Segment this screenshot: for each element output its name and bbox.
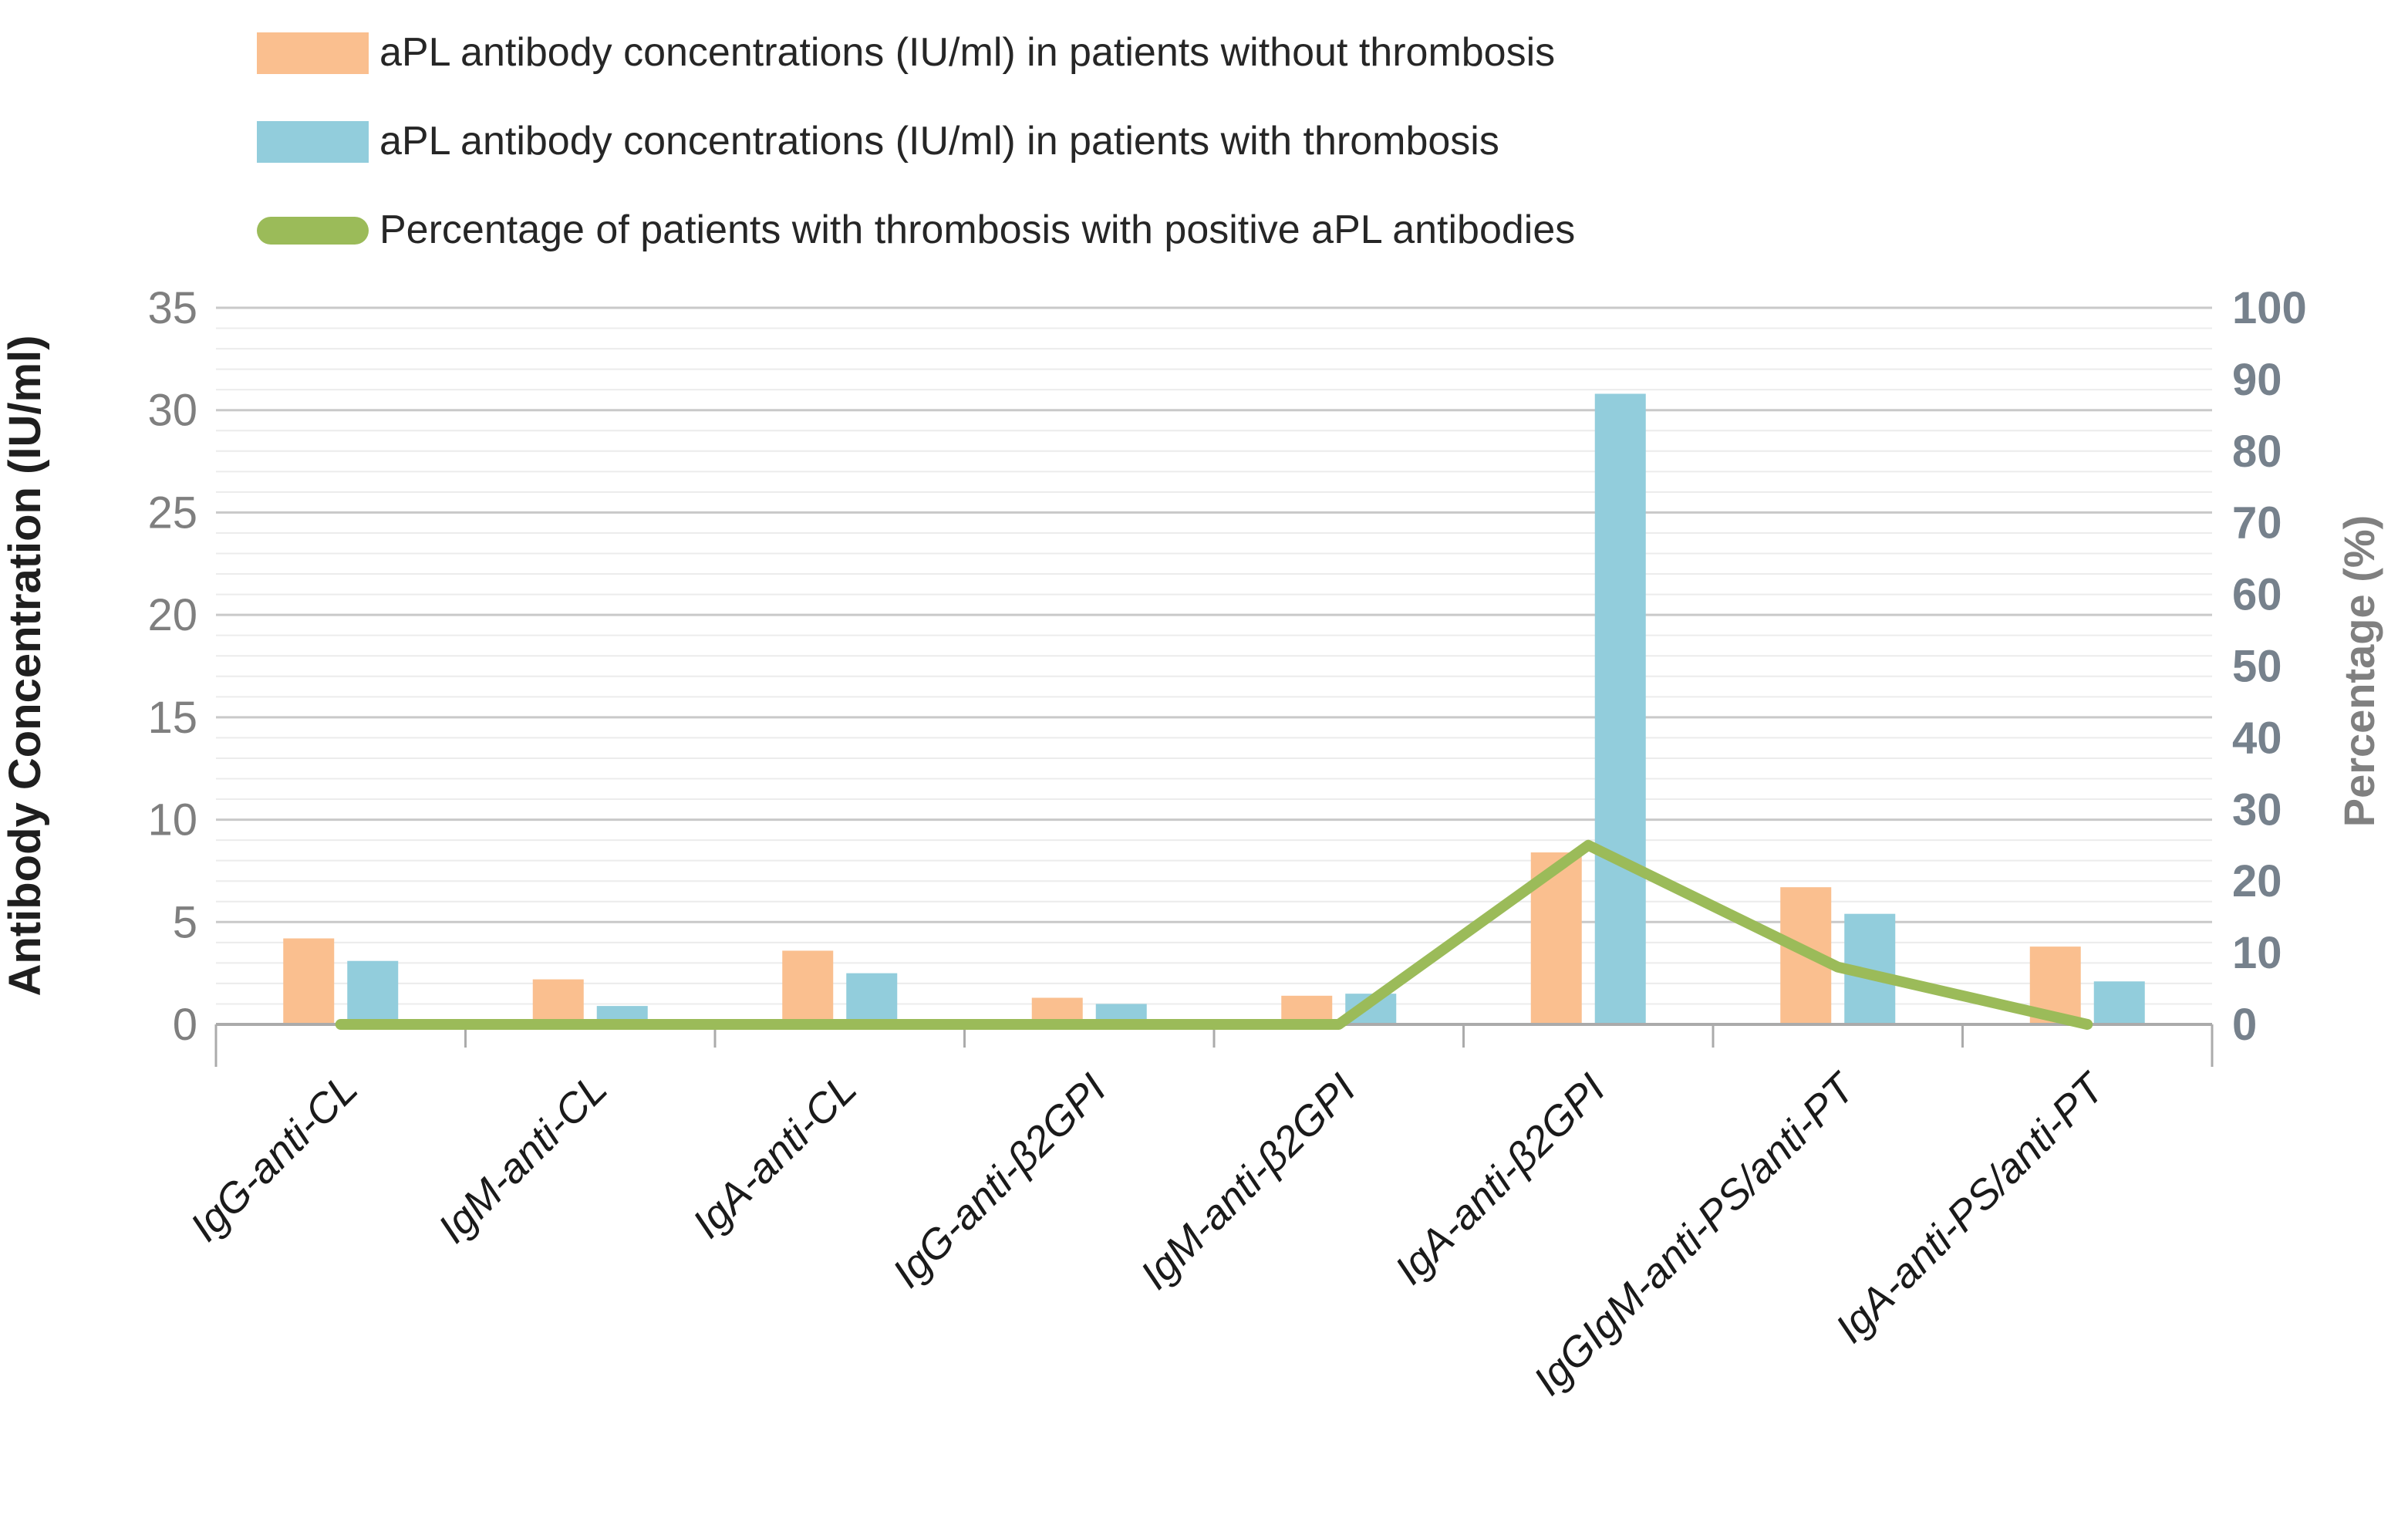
legend-label: Percentage of patients with thrombosis w… [379, 208, 1576, 253]
percentage-line-series [335, 839, 2093, 1030]
legend-label: aPL antibody concentrations (IU/ml) in p… [379, 30, 1556, 75]
svg-text:35: 35 [147, 283, 197, 333]
legend-item-with-thrombosis: aPL antibody concentrations (IU/ml) in p… [257, 119, 1575, 164]
bar-without-thrombosis [782, 950, 834, 1024]
svg-text:40: 40 [2232, 713, 2282, 763]
minor-gridlines [216, 327, 2212, 1005]
svg-text:10: 10 [147, 795, 197, 845]
bar-with-thrombosis [2093, 981, 2145, 1024]
svg-text:70: 70 [2232, 498, 2282, 548]
svg-text:100: 100 [2232, 283, 2307, 333]
category-label: IgM-anti-β2GPI [1131, 1065, 1364, 1298]
svg-text:50: 50 [2232, 642, 2282, 692]
bar-series [283, 393, 2145, 1025]
legend-item-percentage-line: Percentage of patients with thrombosis w… [257, 208, 1575, 252]
svg-text:20: 20 [147, 590, 197, 640]
major-gridlines [216, 306, 2212, 923]
svg-text:30: 30 [147, 386, 197, 436]
legend-swatch-green-line-icon [257, 216, 369, 245]
category-label: IgG-anti-β2GPI [884, 1065, 1115, 1297]
axis-frame [214, 1023, 2214, 1067]
svg-text:0: 0 [173, 1000, 197, 1050]
left-axis-tick-labels: 0 5 10 15 20 25 30 35 [147, 283, 197, 1050]
category-label: IgM-anti-CL [430, 1065, 616, 1252]
category-axis-labels: IgG-anti-CL IgM-anti-CL IgA-anti-CL IgG-ant… [181, 1063, 2115, 1404]
bar-with-thrombosis [347, 960, 399, 1024]
category-label: IgA-anti-CL [684, 1065, 866, 1247]
right-axis-tick-labels: 0 10 20 30 40 50 60 70 80 90 100 [2232, 283, 2307, 1050]
svg-text:90: 90 [2232, 355, 2282, 405]
svg-text:20: 20 [2232, 856, 2282, 906]
category-label: IgG-anti-CL [181, 1065, 366, 1250]
legend-swatch-blue-bar-icon [257, 120, 369, 163]
svg-text:80: 80 [2232, 427, 2282, 477]
bar-with-thrombosis [1594, 393, 1646, 1025]
legend-item-without-thrombosis: aPL antibody concentrations (IU/ml) in p… [257, 30, 1575, 75]
legend-label: aPL antibody concentrations (IU/ml) in p… [379, 119, 1499, 164]
svg-text:0: 0 [2232, 1000, 2257, 1050]
svg-text:5: 5 [173, 897, 197, 947]
category-label: IgA-anti-β2GPI [1386, 1065, 1614, 1294]
bar-with-thrombosis [846, 973, 898, 1024]
bar-without-thrombosis [283, 938, 335, 1024]
category-label: IgA-anti-PS/anti-PT [1826, 1063, 2115, 1351]
svg-text:25: 25 [147, 488, 197, 538]
legend-swatch-orange-bar-icon [257, 32, 369, 74]
svg-text:15: 15 [147, 693, 197, 743]
svg-text:60: 60 [2232, 570, 2282, 620]
svg-text:30: 30 [2232, 784, 2282, 835]
svg-text:10: 10 [2232, 928, 2282, 978]
right-axis-title: Percentage (%) [2335, 515, 2383, 828]
left-axis-title: Antibody Concentration (IU/ml) [0, 335, 50, 996]
bar-without-thrombosis [532, 979, 584, 1024]
chart-legend: aPL antibody concentrations (IU/ml) in p… [257, 30, 1575, 253]
